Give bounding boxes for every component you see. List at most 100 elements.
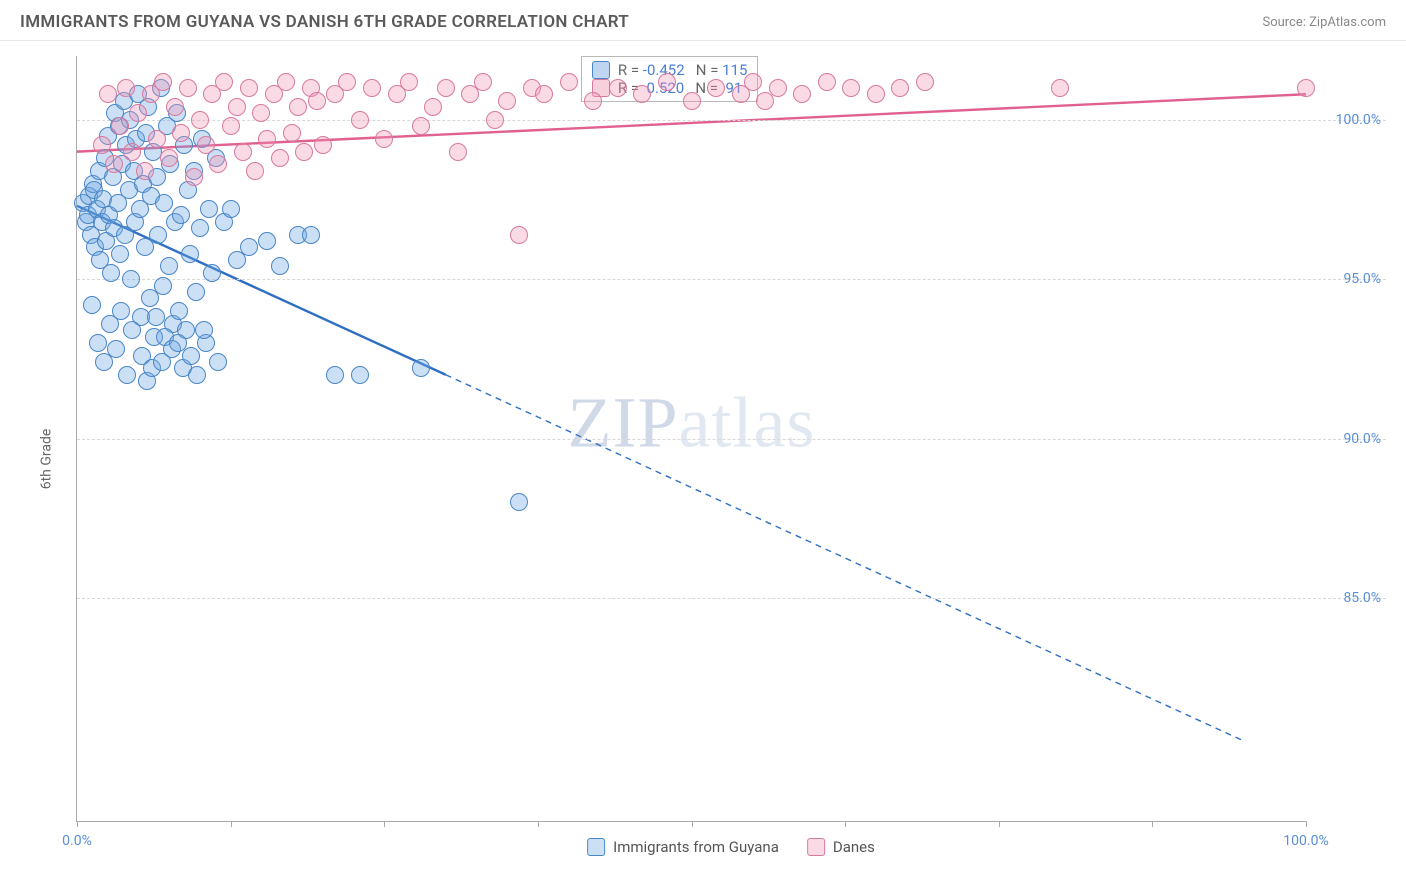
x-tick: [692, 821, 693, 827]
scatter-point-danes: [683, 92, 701, 110]
watermark-atlas: atlas: [679, 383, 816, 463]
scatter-point-danes: [160, 149, 178, 167]
source-prefix: Source:: [1262, 15, 1309, 30]
scatter-point-guyana: [181, 245, 199, 263]
scatter-point-danes: [123, 143, 141, 161]
y-tick-label: 95.0%: [1311, 271, 1381, 287]
scatter-point-danes: [105, 155, 123, 173]
watermark: ZIPatlas: [568, 382, 816, 465]
scatter-point-guyana: [118, 366, 136, 384]
scatter-point-danes: [351, 111, 369, 129]
scatter-point-danes: [185, 168, 203, 186]
scatter-point-danes: [154, 73, 172, 91]
gridline-h: [77, 598, 1386, 599]
scatter-point-danes: [338, 73, 356, 91]
scatter-point-danes: [916, 73, 934, 91]
trend-line: [446, 375, 1245, 742]
scatter-point-guyana: [147, 308, 165, 326]
scatter-point-guyana: [160, 257, 178, 275]
scatter-point-danes: [424, 98, 442, 116]
scatter-point-danes: [99, 85, 117, 103]
scatter-point-danes: [412, 117, 430, 135]
x-tick-label: 0.0%: [62, 833, 92, 849]
scatter-point-danes: [314, 136, 332, 154]
scatter-point-danes: [633, 85, 651, 103]
chart-header: IMMIGRANTS FROM GUYANA VS DANISH 6TH GRA…: [0, 0, 1406, 41]
scatter-point-guyana: [188, 366, 206, 384]
legend-text: R = -0.452 N = 115: [618, 61, 748, 79]
scatter-point-danes: [818, 73, 836, 91]
scatter-point-guyana: [122, 270, 140, 288]
scatter-point-guyana: [302, 226, 320, 244]
scatter-point-danes: [258, 130, 276, 148]
scatter-point-guyana: [326, 366, 344, 384]
gridline-h: [77, 120, 1386, 121]
scatter-point-danes: [308, 92, 326, 110]
scatter-point-guyana: [89, 334, 107, 352]
legend-swatch-guyana: [587, 838, 605, 856]
scatter-point-danes: [197, 136, 215, 154]
scatter-point-guyana: [83, 296, 101, 314]
scatter-point-guyana: [195, 321, 213, 339]
legend-swatch-danes: [807, 838, 825, 856]
scatter-point-danes: [228, 98, 246, 116]
plot: ZIPatlas R = -0.452 N = 115R = 0.520 N =…: [76, 56, 1306, 822]
chart-area: 6th Grade ZIPatlas R = -0.452 N = 115R =…: [20, 46, 1386, 872]
x-tick: [231, 821, 232, 827]
scatter-point-danes: [234, 143, 252, 161]
scatter-point-danes: [891, 79, 909, 97]
legend-item-guyana: Immigrants from Guyana: [587, 838, 779, 856]
legend-label-guyana: Immigrants from Guyana: [613, 838, 779, 856]
scatter-point-danes: [246, 162, 264, 180]
chart-title: IMMIGRANTS FROM GUYANA VS DANISH 6TH GRA…: [20, 12, 629, 32]
x-tick: [1152, 821, 1153, 827]
x-tick: [999, 821, 1000, 827]
y-tick-label: 100.0%: [1311, 112, 1381, 128]
scatter-point-guyana: [209, 353, 227, 371]
scatter-point-guyana: [170, 302, 188, 320]
plot-container: ZIPatlas R = -0.452 N = 115R = 0.520 N =…: [76, 56, 1386, 822]
scatter-point-guyana: [203, 264, 221, 282]
scatter-point-guyana: [102, 264, 120, 282]
scatter-point-danes: [842, 79, 860, 97]
scatter-point-danes: [172, 124, 190, 142]
source-link[interactable]: ZipAtlas.com: [1309, 15, 1386, 30]
scatter-point-danes: [117, 79, 135, 97]
scatter-point-danes: [222, 117, 240, 135]
scatter-point-danes: [295, 143, 313, 161]
legend-swatch: [592, 61, 610, 79]
scatter-point-danes: [707, 79, 725, 97]
scatter-point-danes: [179, 79, 197, 97]
scatter-point-guyana: [123, 321, 141, 339]
scatter-point-guyana: [187, 283, 205, 301]
scatter-point-danes: [111, 117, 129, 135]
scatter-point-danes: [277, 73, 295, 91]
scatter-point-danes: [271, 149, 289, 167]
scatter-point-guyana: [510, 493, 528, 511]
scatter-point-danes: [769, 79, 787, 97]
scatter-point-danes: [1051, 79, 1069, 97]
scatter-point-danes: [486, 111, 504, 129]
scatter-point-danes: [867, 85, 885, 103]
scatter-point-guyana: [172, 206, 190, 224]
scatter-point-danes: [609, 79, 627, 97]
scatter-point-danes: [744, 73, 762, 91]
legend-item-danes: Danes: [807, 838, 875, 856]
scatter-point-danes: [1297, 79, 1315, 97]
y-tick-label: 85.0%: [1311, 590, 1381, 606]
scatter-point-danes: [136, 162, 154, 180]
watermark-zip: ZIP: [568, 383, 679, 463]
scatter-point-danes: [535, 85, 553, 103]
y-tick-label: 90.0%: [1311, 431, 1381, 447]
scatter-point-guyana: [112, 302, 130, 320]
scatter-point-danes: [289, 98, 307, 116]
scatter-point-guyana: [154, 277, 172, 295]
scatter-point-danes: [510, 226, 528, 244]
scatter-point-guyana: [182, 347, 200, 365]
scatter-point-guyana: [107, 340, 125, 358]
legend-label-danes: Danes: [833, 838, 875, 856]
scatter-point-guyana: [271, 257, 289, 275]
scatter-point-danes: [283, 124, 301, 142]
scatter-point-danes: [584, 92, 602, 110]
x-tick: [1306, 821, 1307, 827]
